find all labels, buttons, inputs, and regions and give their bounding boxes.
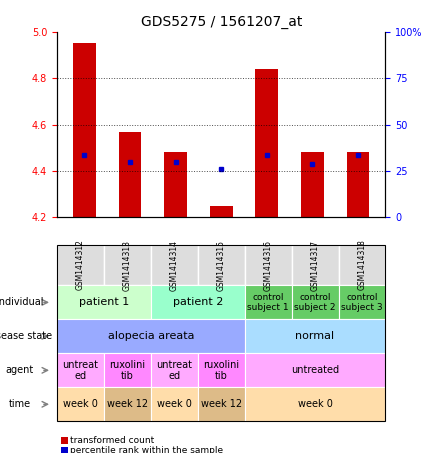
Text: patient 1: patient 1 [79, 297, 129, 308]
Bar [164, 152, 187, 217]
Text: transformed count: transformed count [70, 436, 154, 445]
Text: percentile rank within the sample: percentile rank within the sample [70, 446, 223, 453]
Title: GDS5275 / 1561207_at: GDS5275 / 1561207_at [141, 15, 302, 29]
Text: week 0: week 0 [157, 399, 192, 410]
Bar [255, 69, 278, 217]
Text: normal: normal [296, 331, 335, 342]
Text: GSM1414317: GSM1414317 [311, 240, 320, 290]
Text: week 12: week 12 [201, 399, 242, 410]
Bar [73, 43, 96, 217]
Text: week 0: week 0 [297, 399, 332, 410]
Text: control
subject 3: control subject 3 [341, 293, 383, 312]
Text: agent: agent [6, 365, 34, 376]
Bar [301, 152, 324, 217]
Text: control
subject 2: control subject 2 [294, 293, 336, 312]
Bar [346, 152, 370, 217]
Text: time: time [9, 399, 31, 410]
Text: disease state: disease state [0, 331, 53, 342]
Text: week 12: week 12 [107, 399, 148, 410]
Text: untreated: untreated [291, 365, 339, 376]
Bar [210, 206, 233, 217]
Text: GSM1414316: GSM1414316 [264, 240, 272, 290]
Text: GSM1414315: GSM1414315 [217, 240, 226, 290]
Text: alopecia areata: alopecia areata [108, 331, 194, 342]
Text: ruxolini
tib: ruxolini tib [203, 360, 239, 381]
Text: untreat
ed: untreat ed [62, 360, 99, 381]
Bar [119, 131, 141, 217]
Text: week 0: week 0 [63, 399, 98, 410]
Text: ruxolini
tib: ruxolini tib [109, 360, 145, 381]
Text: control
subject 1: control subject 1 [247, 293, 289, 312]
Text: GSM1414312: GSM1414312 [76, 240, 85, 290]
Text: GSM1414313: GSM1414313 [123, 240, 132, 290]
Text: individual: individual [0, 297, 44, 308]
Text: GSM1414318: GSM1414318 [357, 240, 367, 290]
Text: patient 2: patient 2 [173, 297, 223, 308]
Text: GSM1414314: GSM1414314 [170, 240, 179, 290]
Text: untreat
ed: untreat ed [156, 360, 192, 381]
